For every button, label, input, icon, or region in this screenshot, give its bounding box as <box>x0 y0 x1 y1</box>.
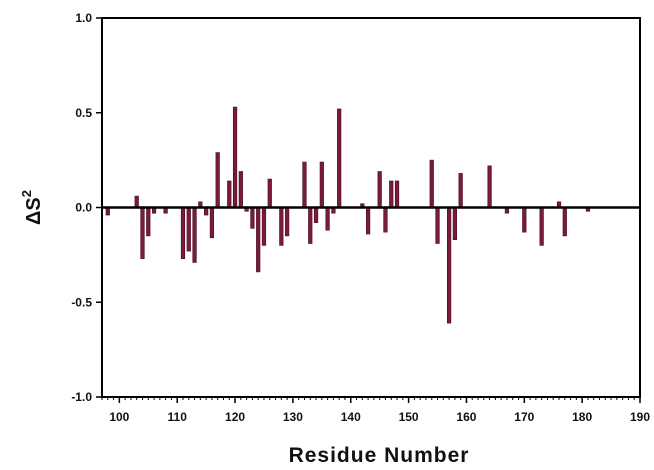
x-tick-label: 140 <box>341 410 361 424</box>
y-axis-title-superscript: 2 <box>19 190 34 197</box>
x-tick-label: 180 <box>572 410 592 424</box>
bar <box>209 207 215 239</box>
bar <box>261 207 267 246</box>
x-tick-label: 160 <box>456 410 476 424</box>
bar <box>215 152 220 208</box>
bar <box>180 207 186 259</box>
bar <box>302 161 307 208</box>
bar <box>487 165 492 208</box>
y-axis-title: ΔS2 <box>19 190 45 225</box>
bar <box>539 207 544 246</box>
bar <box>377 171 382 208</box>
x-tick-label: 110 <box>168 410 188 424</box>
bar <box>192 207 197 263</box>
bar <box>146 207 151 237</box>
bar <box>308 207 313 244</box>
bar <box>337 108 342 208</box>
bar <box>250 207 255 229</box>
bar <box>134 195 139 208</box>
bar <box>238 171 243 208</box>
bar <box>256 207 261 273</box>
y-tick-label: 0.5 <box>75 106 92 120</box>
bar <box>285 207 290 237</box>
bar <box>232 106 238 208</box>
y-tick-label: -1.0 <box>71 390 92 404</box>
bar <box>522 207 527 233</box>
y-tick-label: 0.0 <box>75 201 92 215</box>
bar <box>429 159 434 208</box>
bar <box>383 207 388 233</box>
bar <box>458 173 463 208</box>
bar <box>389 180 394 208</box>
bar <box>313 207 319 223</box>
x-tick-label: 190 <box>630 410 650 424</box>
x-axis-title: Residue Number <box>289 444 470 467</box>
bar <box>140 207 145 259</box>
y-tick-label: 1.0 <box>75 11 92 25</box>
bars-layer <box>105 106 591 324</box>
x-tick-label: 150 <box>399 410 419 424</box>
y-tick-label: -0.5 <box>71 295 92 309</box>
bar <box>435 207 440 244</box>
x-axis-ticks: 100 110 120 130 140 150 160 170 180 190 <box>101 397 650 424</box>
bar <box>186 207 191 252</box>
x-tick-label: 130 <box>283 410 303 424</box>
x-tick-label: 120 <box>225 410 245 424</box>
bar <box>366 207 371 235</box>
y-axis-title-main: ΔS <box>23 197 45 225</box>
x-tick-label: 100 <box>109 410 129 424</box>
bar <box>319 161 324 208</box>
bar <box>394 180 400 208</box>
bar <box>325 207 330 231</box>
bar <box>562 207 567 237</box>
x-tick-label: 170 <box>514 410 534 424</box>
bar <box>279 207 284 246</box>
bar <box>446 207 452 324</box>
bar <box>227 180 232 208</box>
bar <box>452 207 457 241</box>
y-axis-ticks: -1.0 -0.5 0.0 0.5 1.0 <box>71 11 102 404</box>
bar <box>267 178 272 208</box>
